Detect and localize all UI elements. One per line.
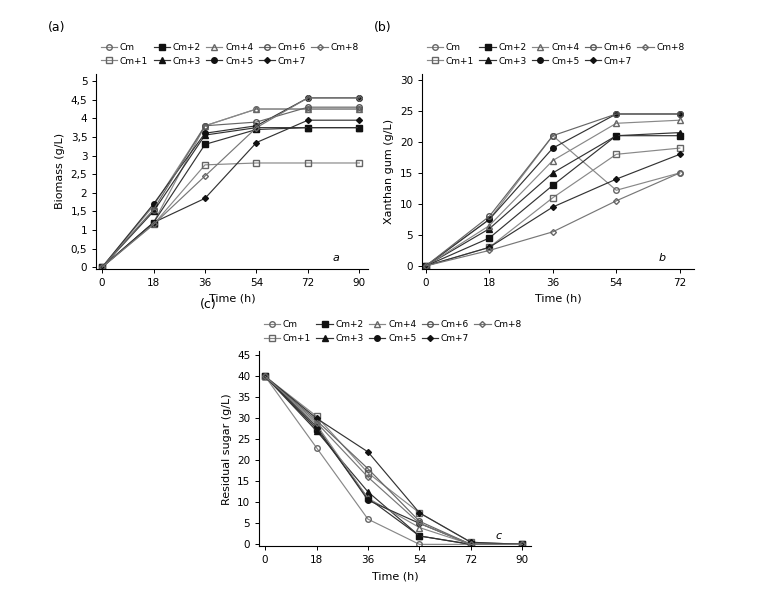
Legend: Cm, Cm+1, Cm+2, Cm+3, Cm+4, Cm+5, Cm+6, Cm+7, Cm+8: Cm, Cm+1, Cm+2, Cm+3, Cm+4, Cm+5, Cm+6, … (101, 43, 359, 66)
Y-axis label: Biomass (g/L): Biomass (g/L) (56, 133, 66, 209)
Legend: Cm, Cm+1, Cm+2, Cm+3, Cm+4, Cm+5, Cm+6, Cm+7, Cm+8: Cm, Cm+1, Cm+2, Cm+3, Cm+4, Cm+5, Cm+6, … (264, 321, 521, 343)
Legend: Cm, Cm+1, Cm+2, Cm+3, Cm+4, Cm+5, Cm+6, Cm+7, Cm+8: Cm, Cm+1, Cm+2, Cm+3, Cm+4, Cm+5, Cm+6, … (427, 43, 685, 66)
X-axis label: Time (h): Time (h) (535, 293, 581, 304)
Text: (c): (c) (200, 298, 217, 311)
Text: (b): (b) (373, 21, 391, 34)
Text: b: b (658, 253, 665, 263)
X-axis label: Time (h): Time (h) (209, 293, 255, 304)
Y-axis label: Residual sugar (g/L): Residual sugar (g/L) (221, 393, 231, 505)
Text: c: c (496, 530, 502, 541)
Text: a: a (332, 253, 339, 263)
Text: (a): (a) (48, 21, 65, 34)
Y-axis label: Xanthan gum (g/L): Xanthan gum (g/L) (385, 119, 395, 224)
X-axis label: Time (h): Time (h) (372, 571, 419, 581)
